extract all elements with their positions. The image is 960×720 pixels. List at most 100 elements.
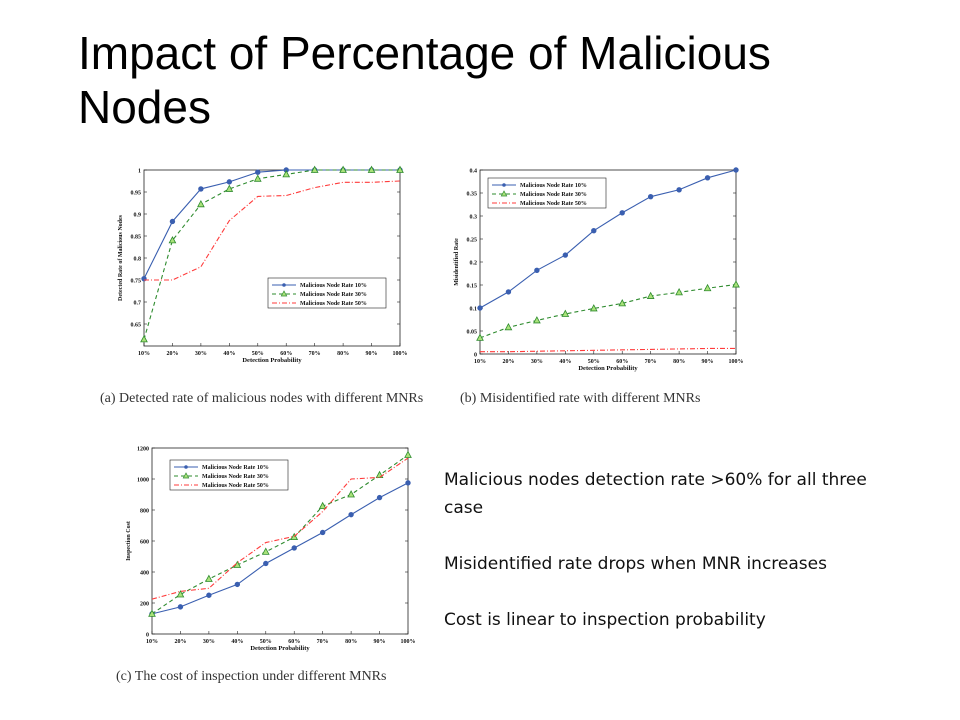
data-point bbox=[477, 305, 483, 311]
series-line bbox=[480, 347, 736, 353]
y-tick-label: 0.2 bbox=[470, 261, 478, 267]
data-point bbox=[168, 236, 177, 244]
data-point bbox=[533, 316, 541, 324]
data-point bbox=[562, 252, 569, 258]
data-point bbox=[367, 165, 376, 173]
data-point bbox=[319, 529, 326, 536]
chart-misidentified-rate: 0 0.05 0.1 0.15 0.2 0.25 0.3 0.35 0.4 10% 20% 30% 40… bbox=[454, 167, 744, 372]
data-point bbox=[732, 280, 740, 288]
data-point bbox=[234, 581, 241, 588]
y-tick-label: 0.75 bbox=[131, 279, 142, 285]
data-point bbox=[591, 228, 597, 234]
x-tick-label: 40% bbox=[231, 639, 243, 645]
plot-frame bbox=[143, 169, 401, 347]
data-point bbox=[619, 210, 625, 216]
chart-inspection-cost: 0 200 400 600 800 1000 1200 10% 20% 30% 40% 50% 60% 7… bbox=[126, 447, 416, 653]
data-point bbox=[476, 333, 484, 341]
x-tick-label: 70% bbox=[645, 359, 657, 365]
chart-c-caption: (c) The cost of inspection under differe… bbox=[116, 669, 387, 684]
x-tick-label: 40% bbox=[223, 351, 235, 357]
data-point bbox=[255, 169, 261, 175]
x-tick-label: 30% bbox=[195, 351, 207, 357]
legend-label: Malicious Node Rate 10% bbox=[520, 183, 587, 189]
x-tick-label: 70% bbox=[317, 639, 329, 645]
x-tick-label: 60% bbox=[280, 351, 292, 357]
series-line bbox=[151, 457, 409, 600]
bullet-list: Malicious nodes detection rate >60% for … bbox=[444, 466, 884, 662]
data-point bbox=[148, 609, 156, 617]
data-point bbox=[282, 170, 291, 178]
y-tick-label: 0.4 bbox=[470, 169, 478, 175]
legend-marker bbox=[502, 183, 506, 187]
x-tick-label: 90% bbox=[366, 351, 378, 357]
legend-label: Malicious Node Rate 30% bbox=[520, 192, 587, 198]
data-point bbox=[177, 604, 184, 610]
x-tick-label: 30% bbox=[203, 639, 215, 645]
y-tick-label: 0.3 bbox=[470, 215, 478, 221]
data-point bbox=[226, 179, 233, 185]
x-tick-label: 90% bbox=[702, 359, 714, 365]
data-point bbox=[704, 175, 711, 181]
data-point bbox=[253, 174, 262, 182]
legend-marker bbox=[280, 290, 288, 297]
legend-label: Malicious Node Rate 30% bbox=[300, 292, 367, 298]
legend-label: Malicious Node Rate 10% bbox=[202, 465, 269, 471]
x-axis-label: Detection Probability bbox=[250, 645, 310, 652]
data-point bbox=[405, 480, 411, 486]
y-tick-label: 0.65 bbox=[131, 323, 142, 329]
data-point bbox=[534, 267, 540, 273]
legend-label: Malicious Node Rate 50% bbox=[300, 301, 367, 307]
x-tick-label: 80% bbox=[673, 359, 685, 365]
y-tick-label: 0 bbox=[474, 353, 477, 359]
data-point bbox=[205, 574, 213, 582]
x-tick-label: 10% bbox=[146, 639, 158, 645]
bullet-item: Cost is linear to inspection probability bbox=[444, 610, 766, 630]
x-tick-label: 50% bbox=[588, 359, 600, 365]
y-tick-label: 0 bbox=[146, 633, 149, 639]
data-point bbox=[291, 545, 297, 551]
data-point bbox=[339, 165, 347, 173]
legend-marker bbox=[500, 190, 508, 197]
legend-label: Malicious Node Rate 50% bbox=[520, 201, 587, 207]
legend-marker bbox=[184, 465, 188, 469]
data-point bbox=[703, 283, 712, 292]
data-point bbox=[310, 165, 319, 173]
data-point bbox=[647, 193, 654, 200]
data-point bbox=[675, 288, 683, 296]
y-axis-label: Detected Rate of Malicious Nodes bbox=[118, 214, 124, 301]
data-point bbox=[176, 590, 185, 598]
bullet-item: Malicious nodes detection rate >60% for … bbox=[444, 470, 867, 518]
y-tick-label: 600 bbox=[140, 540, 149, 546]
legend-marker bbox=[282, 283, 286, 287]
x-tick-label: 50% bbox=[260, 639, 272, 645]
data-point bbox=[169, 218, 176, 225]
data-point bbox=[404, 450, 412, 458]
data-point bbox=[505, 289, 512, 295]
y-tick-label: 0.85 bbox=[131, 235, 142, 241]
data-point bbox=[396, 165, 404, 173]
x-tick-label: 60% bbox=[616, 359, 628, 365]
y-tick-label: 0.8 bbox=[134, 257, 142, 263]
y-tick-label: 0.9 bbox=[134, 213, 142, 219]
series-line bbox=[144, 180, 401, 281]
x-tick-label: 20% bbox=[502, 359, 514, 365]
chart-b-caption: (b) Misidentified rate with different MN… bbox=[460, 391, 701, 406]
x-tick-label: 10% bbox=[138, 351, 150, 357]
y-tick-label: 0.7 bbox=[134, 301, 142, 307]
data-point bbox=[197, 199, 205, 208]
x-axis-label: Detection Probability bbox=[242, 357, 302, 364]
data-point bbox=[348, 511, 354, 518]
series-line bbox=[479, 283, 737, 339]
data-point bbox=[140, 335, 148, 343]
x-tick-label: 80% bbox=[337, 351, 349, 357]
series-line bbox=[479, 169, 737, 309]
x-tick-label: 90% bbox=[374, 639, 386, 645]
x-tick-label: 40% bbox=[559, 359, 571, 365]
data-point bbox=[263, 560, 269, 567]
slide-title: Impact of Percentage of Malicious Nodes bbox=[78, 27, 771, 133]
x-axis-label: Detection Probability bbox=[578, 365, 638, 372]
bullet-item: Misidentified rate drops when MNR increa… bbox=[444, 554, 827, 574]
chart-detected-rate: 0.65 0.7 0.75 0.8 0.85 0.9 0.95 1 10% 20% 30% 40% 50… bbox=[118, 165, 408, 364]
data-point bbox=[376, 494, 383, 501]
x-tick-label: 30% bbox=[531, 359, 543, 365]
